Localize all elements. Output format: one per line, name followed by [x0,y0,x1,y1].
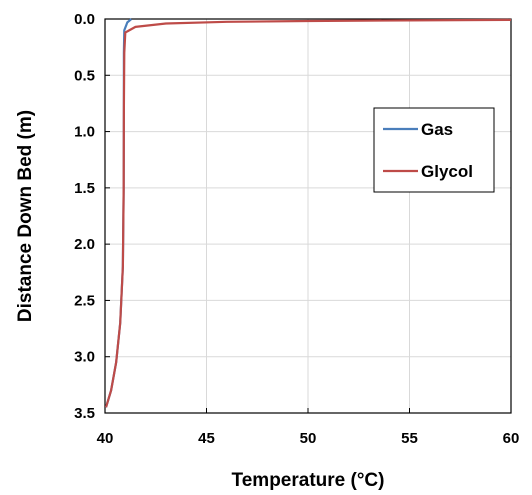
y-tick-label: 0.0 [74,11,95,28]
legend: Gas Glycol [373,107,495,193]
series-line-gas [104,18,133,408]
y-tick-labels: 0.0 0.5 1.0 1.5 2.0 2.5 3.0 3.5 [74,11,110,422]
x-tick-label: 60 [503,430,520,447]
x-tick-label: 55 [401,430,418,447]
x-axis-title: Temperature (°C) [232,470,385,491]
x-tick-label: 40 [97,430,114,447]
y-tick-label: 2.5 [74,292,95,309]
x-tick-label: 45 [198,430,215,447]
series-lines [104,18,512,408]
legend-box [373,107,495,193]
y-tick-label: 0.5 [74,67,95,84]
y-axis-title: Distance Down Bed (m) [15,110,36,322]
y-tick-label: 3.5 [74,405,95,422]
x-tick-labels: 40 45 50 55 60 [97,408,520,447]
legend-label-gas: Gas [421,120,453,139]
legend-label-glycol: Glycol [421,162,473,181]
y-tick-label: 3.0 [74,349,95,366]
x-tick-label: 50 [300,430,317,447]
y-tick-label: 1.5 [74,180,95,197]
y-tick-label: 2.0 [74,236,95,253]
y-tick-label: 1.0 [74,124,95,141]
series-line-glycol [104,18,512,408]
gridlines [104,18,512,414]
